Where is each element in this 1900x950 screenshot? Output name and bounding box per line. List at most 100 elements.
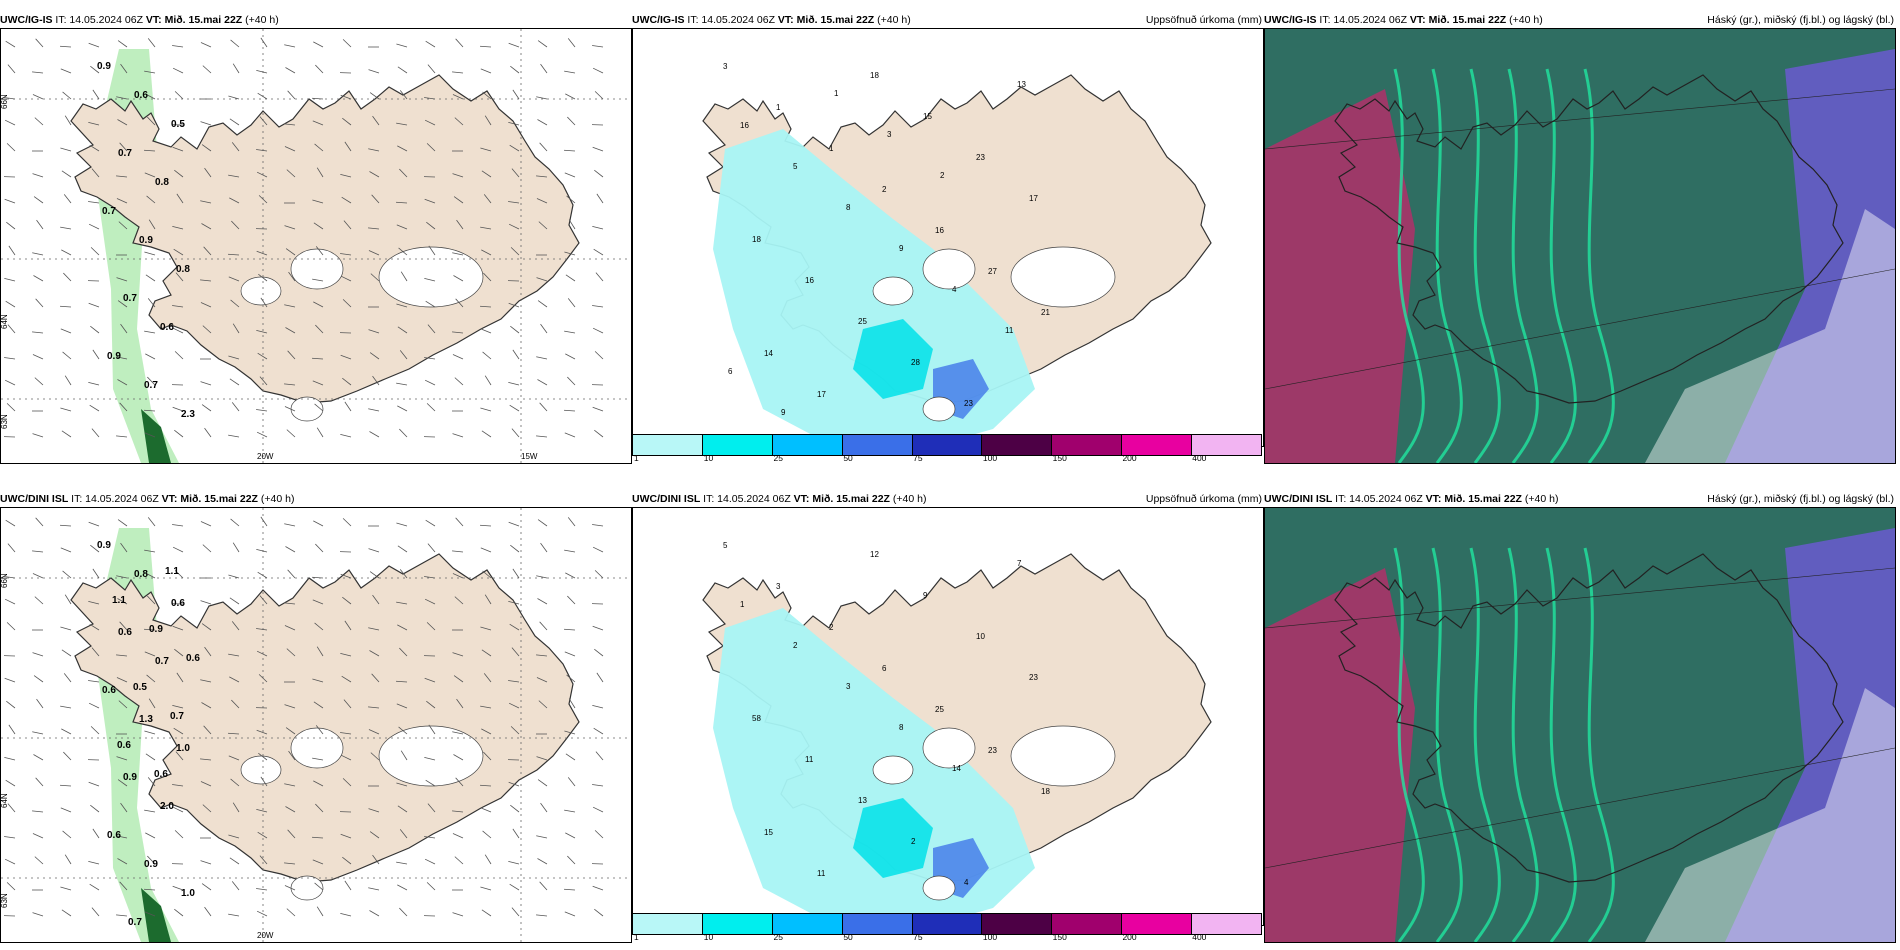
precip-total-label: 9 xyxy=(781,408,786,417)
wind-barb xyxy=(564,432,576,438)
wind-barb xyxy=(452,71,464,74)
wind-barb xyxy=(232,542,240,553)
precip-total-label: 6 xyxy=(882,664,887,673)
wind-barb xyxy=(120,542,128,553)
wind-barb xyxy=(368,227,380,230)
wind-barb xyxy=(313,301,324,308)
wind-barb xyxy=(396,122,408,126)
wind-barb xyxy=(32,912,44,917)
precip-total-label: 8 xyxy=(899,723,904,732)
heavy-precip-core xyxy=(141,409,171,463)
precip-total-label: 16 xyxy=(805,276,814,285)
wind-barb xyxy=(200,600,212,605)
wind-barb xyxy=(33,675,44,683)
wind-barb xyxy=(536,435,548,438)
precip-total-label: 7 xyxy=(1017,559,1022,568)
wind-barb xyxy=(312,599,324,605)
wind-barb xyxy=(311,576,324,579)
myrdalsjokull-glacier xyxy=(922,396,956,422)
wind-barb xyxy=(595,272,604,282)
wind-barb xyxy=(399,428,408,438)
wind-barb xyxy=(89,144,100,152)
wind-barb xyxy=(512,349,520,360)
wind-barb xyxy=(565,572,576,579)
wind-barb xyxy=(286,648,296,657)
wind-barb xyxy=(481,170,492,178)
wind-barb xyxy=(512,828,520,839)
wind-barb xyxy=(256,409,268,412)
precip-total-label: 16 xyxy=(740,121,749,130)
wind-barb xyxy=(174,429,184,438)
wind-barb xyxy=(426,143,436,152)
wind-barb xyxy=(479,45,492,48)
wind-barb xyxy=(258,752,268,761)
wind-barb xyxy=(60,886,72,891)
wind-barb xyxy=(537,379,548,386)
wind-barb xyxy=(4,756,16,761)
precip-total-label: 23 xyxy=(1029,673,1038,682)
wind-barb xyxy=(508,381,520,386)
mid-cloud-field xyxy=(1265,89,1415,463)
wind-barb xyxy=(312,757,324,761)
wind-barb xyxy=(200,121,212,126)
wind-barb xyxy=(284,44,296,48)
cloud-edge-contour xyxy=(1469,547,1501,942)
wind-barb xyxy=(427,64,436,74)
wind-barb xyxy=(372,375,380,386)
wind-barb xyxy=(62,570,72,579)
wind-barb xyxy=(260,776,268,787)
wind-barb xyxy=(369,650,380,657)
wind-barb xyxy=(117,379,128,386)
wind-barb xyxy=(175,751,184,761)
wind-barb xyxy=(4,277,16,282)
colorbar-segment xyxy=(702,435,773,455)
wind-barb xyxy=(34,596,44,605)
colorbar-segment xyxy=(633,914,703,934)
precip-title: Uppsöfnuð úrkoma (mm) xyxy=(1145,493,1262,505)
colorbar-tick-label: 150 xyxy=(1052,932,1067,942)
clear-band xyxy=(1645,209,1895,463)
wind-barb xyxy=(453,675,464,683)
precip-total-label: 13 xyxy=(1017,80,1026,89)
wind-barb xyxy=(594,908,604,917)
wind-barb xyxy=(511,168,520,178)
wind-barb xyxy=(119,881,128,891)
wind-barb xyxy=(396,43,408,48)
wind-barb xyxy=(342,377,352,386)
wind-barb xyxy=(565,832,576,839)
wind-barb xyxy=(344,141,352,152)
wind-barb xyxy=(91,647,100,657)
lead-time: (+40 h) xyxy=(877,14,911,26)
wind-barb xyxy=(536,277,548,282)
cloud-edge-contour xyxy=(1393,68,1425,463)
wind-barb xyxy=(288,271,296,282)
wind-barb xyxy=(259,376,268,386)
wind-barb xyxy=(369,910,380,917)
wind-barb xyxy=(284,383,296,386)
wind-barb xyxy=(427,803,436,813)
wind-barb xyxy=(454,856,464,865)
wind-barb xyxy=(232,63,240,74)
iceland-landmass xyxy=(1334,553,1844,883)
precip-total-label: 2 xyxy=(882,185,887,194)
wind-barb xyxy=(256,329,268,334)
precip-total-label: 25 xyxy=(935,705,944,714)
wind-barb xyxy=(147,517,156,527)
wind-barb xyxy=(172,67,184,74)
colorbar-segment xyxy=(772,435,843,455)
clear-band xyxy=(1645,688,1895,942)
wind-barb xyxy=(538,221,548,230)
wind-barb xyxy=(34,856,44,865)
wind-barb xyxy=(258,273,268,282)
colorbar xyxy=(632,913,1262,935)
myrdalsjokull-glacier xyxy=(290,875,324,901)
wind-barb xyxy=(257,571,268,579)
wind-barb xyxy=(116,756,128,761)
precip-total-label: 1 xyxy=(740,600,745,609)
precip-value-label: 0.7 xyxy=(128,917,142,928)
wind-barb xyxy=(117,519,128,527)
wind-barb xyxy=(483,272,492,282)
precip-total-label: 23 xyxy=(964,399,973,408)
wind-barb xyxy=(370,752,380,761)
wind-barb xyxy=(36,698,44,709)
